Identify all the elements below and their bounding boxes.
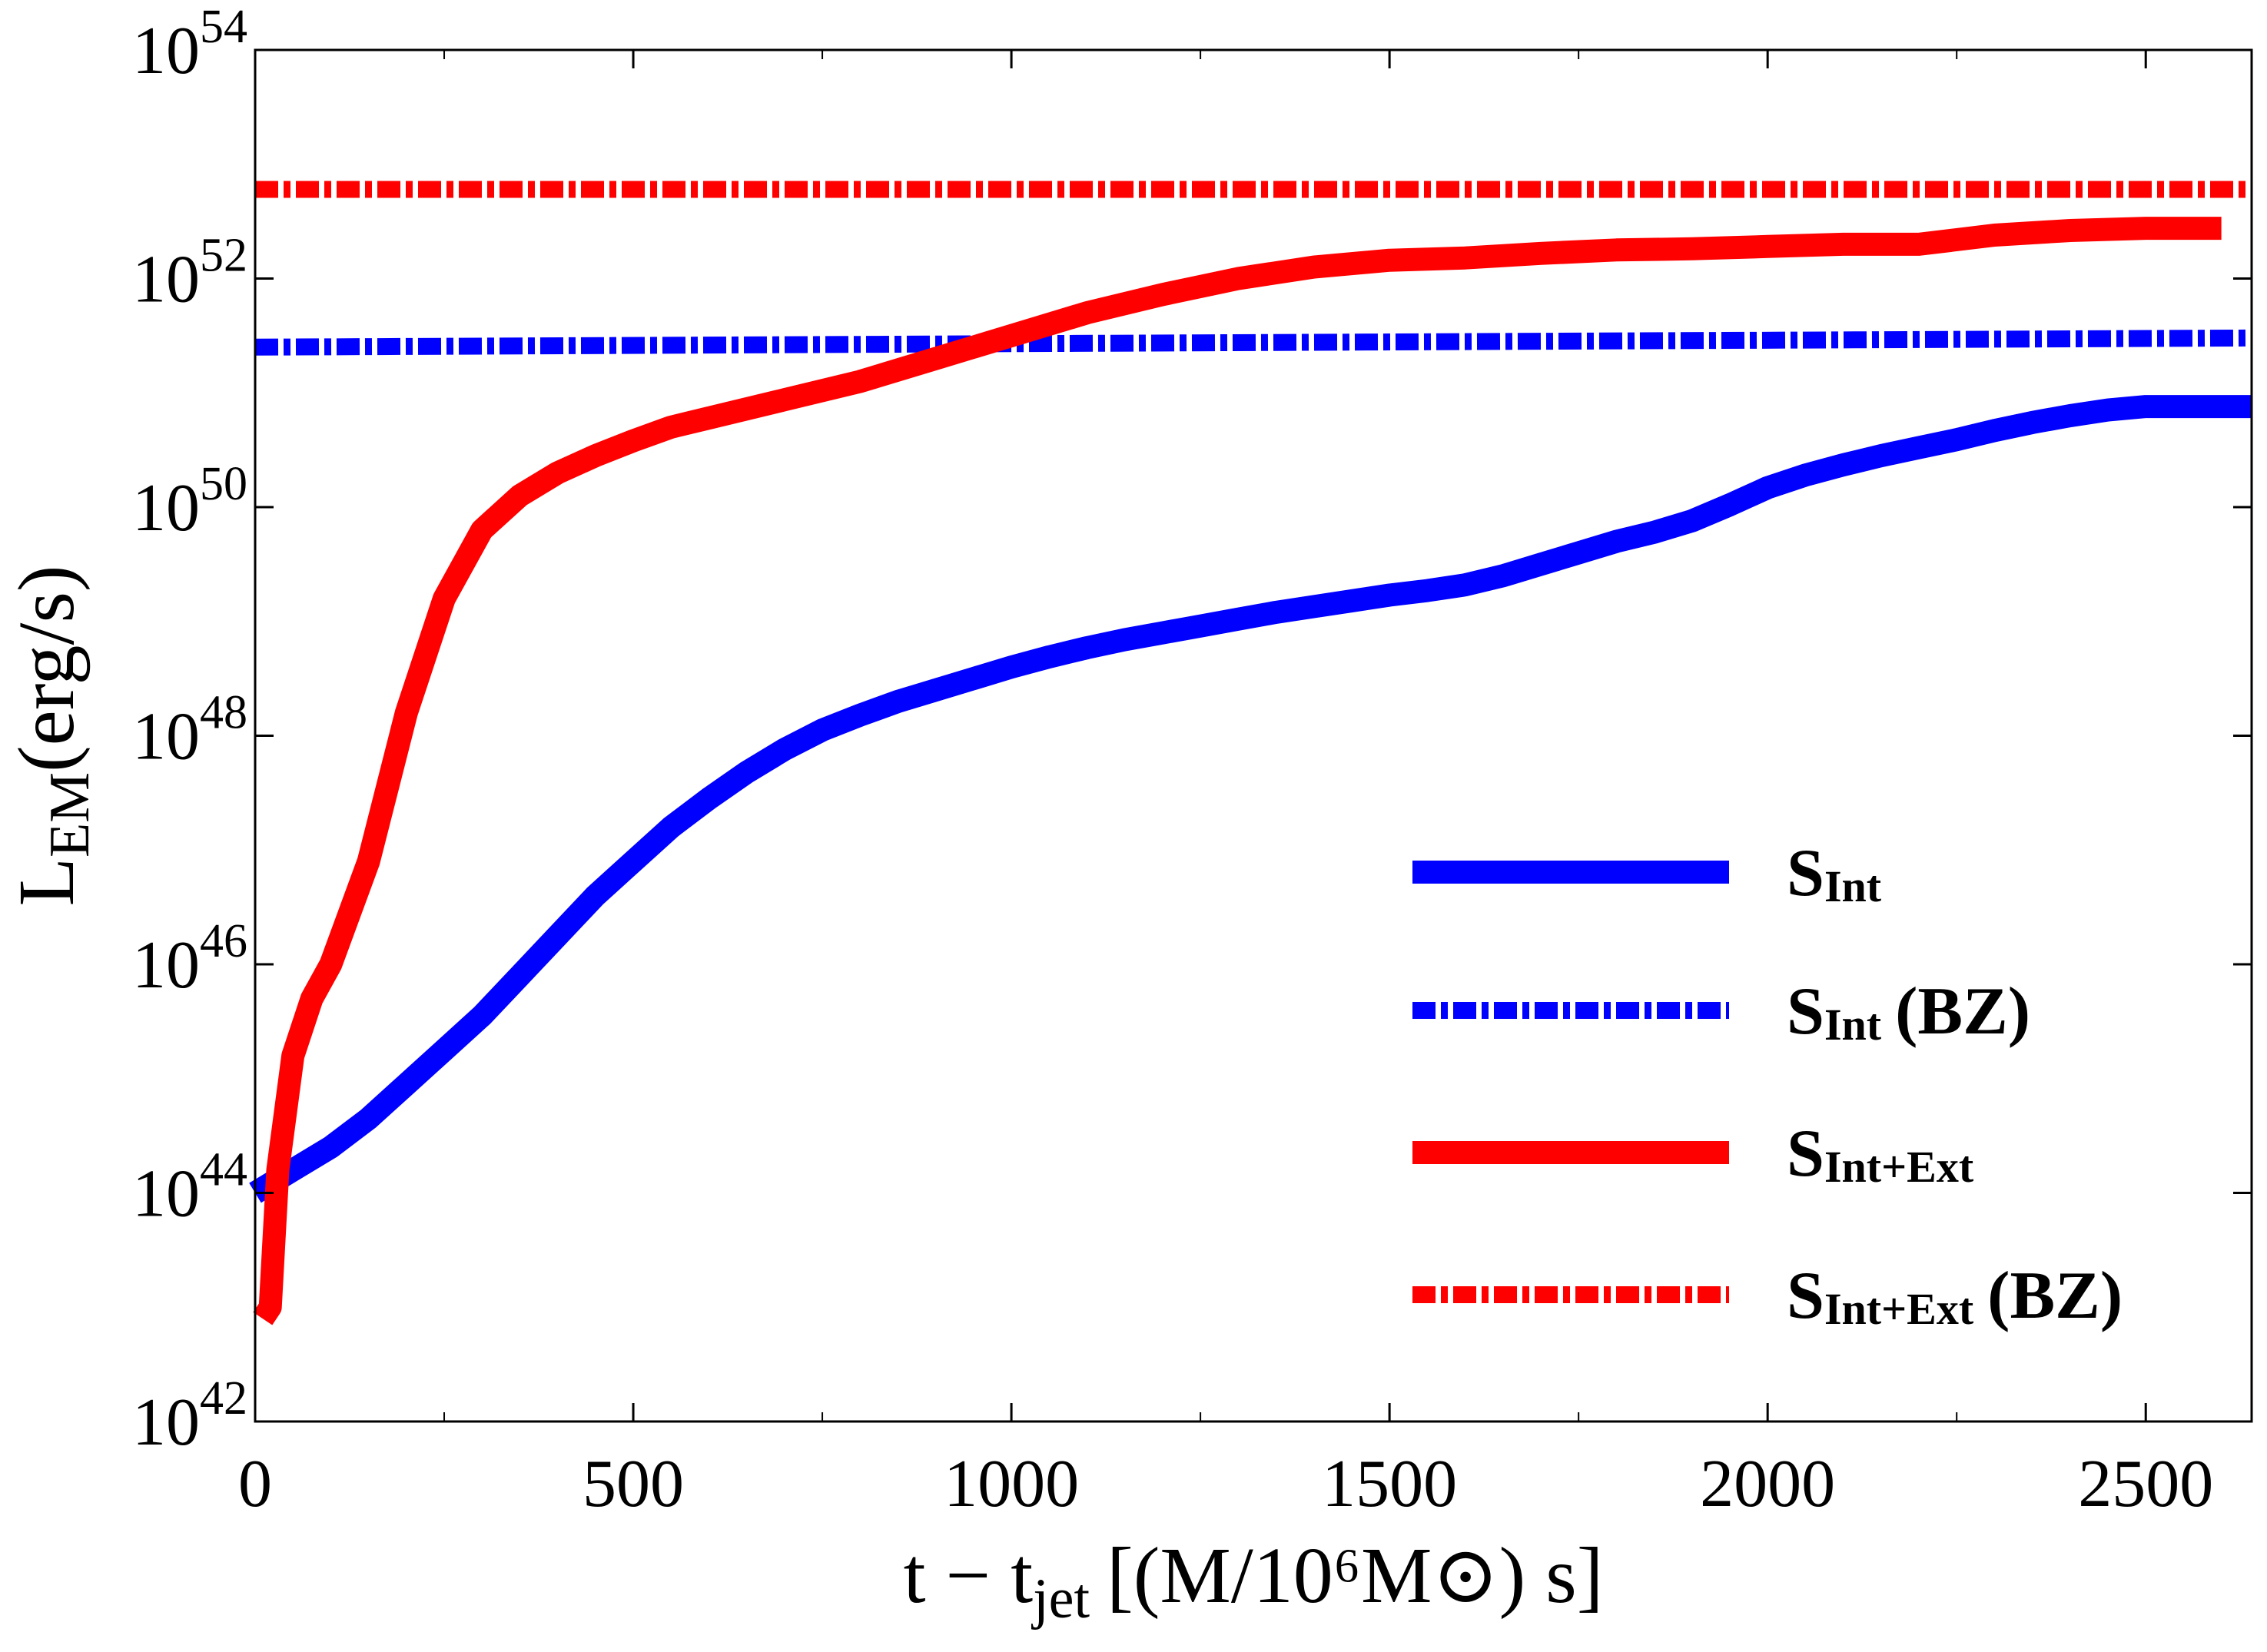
y-tick-label: 1050 xyxy=(132,458,247,546)
legend-label-0: SInt xyxy=(1787,836,1882,911)
x-axis-label-unit: [(M/10⁶M⊙) s] xyxy=(1107,1531,1603,1620)
y-tick-label: 1052 xyxy=(132,230,247,317)
series-line-0 xyxy=(249,395,2252,1203)
x-tick-label: 500 xyxy=(583,1447,684,1521)
legend-label-2: SInt+Ext xyxy=(1787,1116,1974,1192)
y-tick-label: 1046 xyxy=(132,915,247,1003)
y-axis-label-sub: EM xyxy=(38,772,101,858)
legend-label-1: SInt (BZ) xyxy=(1787,974,2030,1050)
x-tick-label: 2500 xyxy=(2078,1447,2213,1521)
series-line-1 xyxy=(254,329,2252,356)
legend-label-3: SInt+Ext (BZ) xyxy=(1787,1259,2123,1334)
y-axis-label-unit: (erg/s) xyxy=(2,565,91,772)
x-tick-labels: 0 500 1000 1500 2000 2500 xyxy=(238,1447,2213,1521)
series-line-2 xyxy=(253,217,2222,1325)
tick-marks xyxy=(254,48,2252,1423)
x-tick-label: 1500 xyxy=(1322,1447,1457,1521)
y-tick-label: 1044 xyxy=(132,1144,247,1232)
x-axis-label: t − tjet [(M/10⁶M⊙) s] xyxy=(904,1531,1604,1630)
plot-frame xyxy=(254,48,2253,1423)
x-tick-label: 2000 xyxy=(1700,1447,1835,1521)
x-axis-label-sub: jet xyxy=(1031,1567,1090,1630)
y-tick-label: 1048 xyxy=(132,687,247,775)
y-tick-labels: 1042 1044 1046 1048 1050 1052 1054 xyxy=(132,1,247,1460)
y-tick-label: 1042 xyxy=(132,1372,247,1460)
y-axis-label: LEM(erg/s) xyxy=(2,565,101,906)
legend: SInt SInt (BZ) SInt+Ext SInt+Ext (BZ) xyxy=(1412,836,2123,1334)
x-axis-label-main: t − t xyxy=(904,1531,1034,1620)
x-tick-label: 0 xyxy=(238,1447,272,1521)
y-axis-label-main: L xyxy=(2,858,91,907)
series-layer xyxy=(249,181,2252,1325)
x-tick-label: 1000 xyxy=(944,1447,1079,1521)
y-tick-label: 1054 xyxy=(132,1,247,88)
